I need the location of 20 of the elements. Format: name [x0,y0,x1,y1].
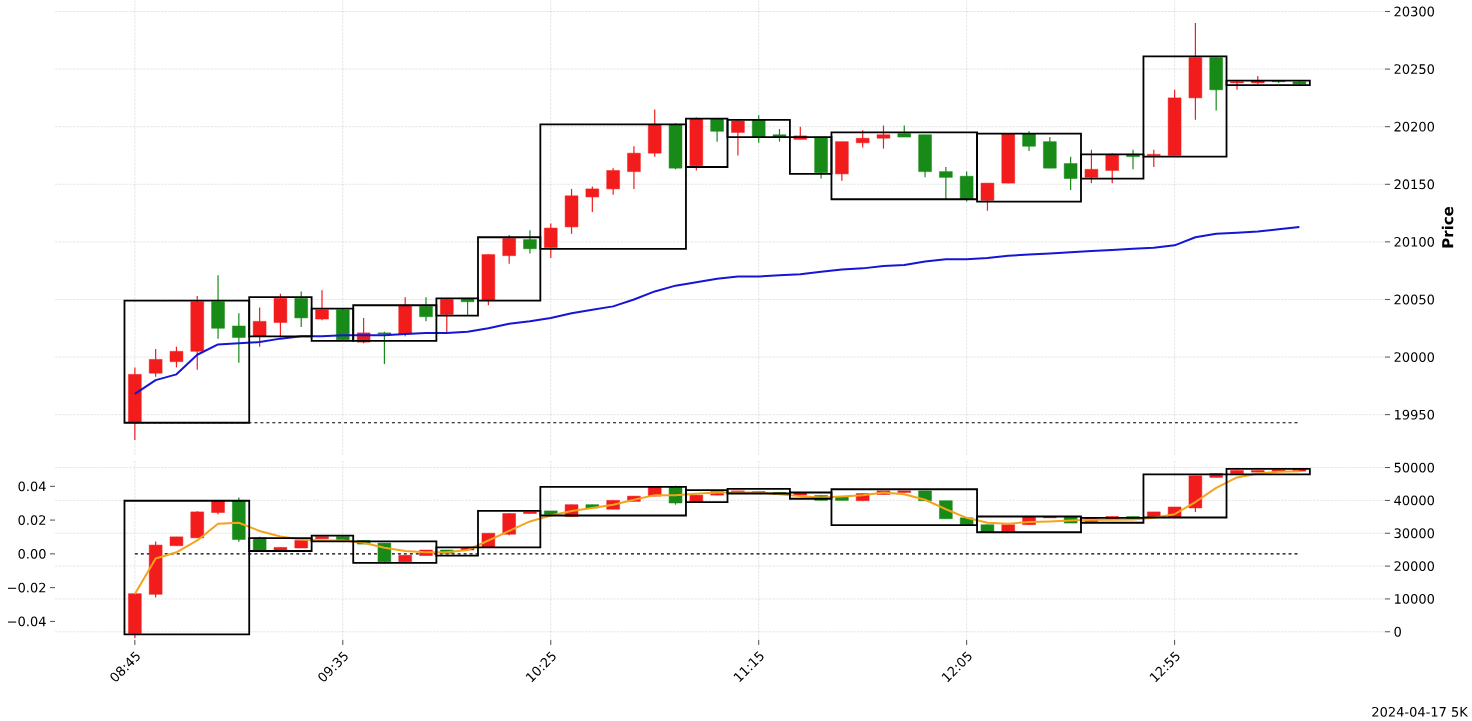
y-tick-label: 20150 [1394,179,1435,190]
y-tick-label: 19950 [1394,409,1435,420]
y2-tick-label: 0 [1394,626,1401,637]
y-tick-label: 20050 [1394,294,1435,305]
y-tick-label: 20100 [1394,236,1435,247]
y-axis-title: Price [1441,206,1454,248]
y-tick-label: −0.02 [8,582,46,593]
y-tick-label: 20200 [1394,121,1435,132]
y2-tick-label: 50000 [1394,462,1435,473]
y-tick-label: 20300 [1394,6,1435,17]
y-tick-label: 0.00 [18,548,46,559]
y-tick-label: 20000 [1394,352,1435,362]
y-tick-label: 0.02 [18,515,46,526]
text: 2024-04-17 5K [1372,706,1469,717]
y-tick-label: −0.04 [8,616,46,627]
y2-tick-label: 30000 [1394,528,1435,539]
y-tick-label: 20250 [1394,64,1435,75]
y-tick-label: 0.04 [18,481,46,492]
y2-tick-label: 40000 [1394,495,1435,506]
y2-tick-label: 10000 [1394,594,1435,604]
